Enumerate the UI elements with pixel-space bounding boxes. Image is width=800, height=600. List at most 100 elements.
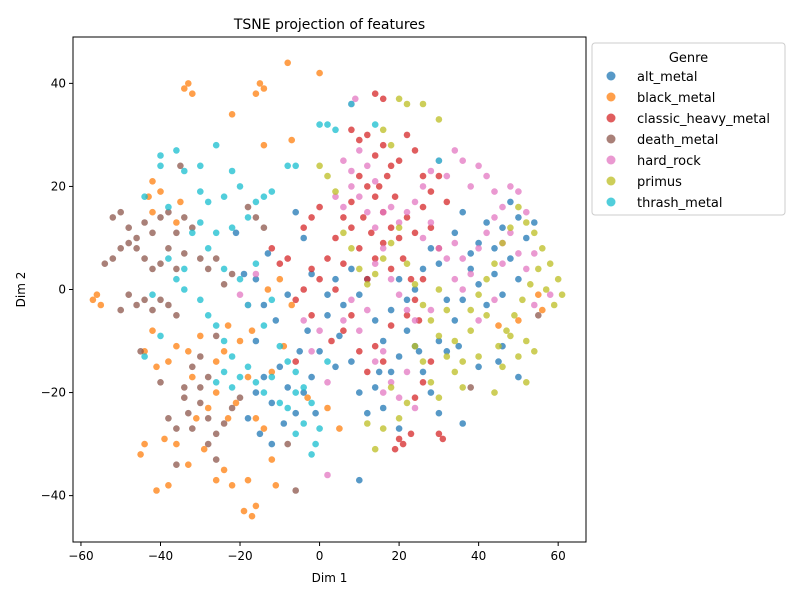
point-thrash_metal-29 — [197, 296, 204, 304]
point-hard_rock-26 — [483, 172, 490, 180]
point-hard_rock-62 — [395, 394, 403, 402]
point-thrash_metal-4 — [197, 162, 204, 170]
point-black_metal-3 — [256, 80, 264, 87]
point-alt_metal-63 — [411, 286, 419, 293]
point-death_metal-20 — [149, 265, 156, 273]
point-alt_metal-22 — [336, 332, 343, 340]
point-hard_rock-49 — [371, 260, 379, 268]
plot-frame — [72, 36, 587, 543]
point-classic_heavy_metal-51 — [364, 368, 371, 376]
point-thrash_metal-50 — [300, 420, 308, 427]
point-primus-26 — [419, 358, 427, 365]
point-hard_rock-68 — [300, 317, 308, 324]
point-classic_heavy_metal-70 — [360, 214, 367, 221]
legend-label-thrash_metal: thrash_metal — [637, 196, 723, 211]
series-primus — [316, 95, 566, 453]
point-classic_heavy_metal-14 — [371, 193, 379, 200]
point-classic_heavy_metal-1 — [379, 95, 387, 103]
point-primus-0 — [395, 95, 403, 103]
point-classic_heavy_metal-30 — [387, 224, 395, 231]
point-alt_metal-4 — [276, 363, 284, 371]
point-death_metal-2 — [125, 224, 132, 231]
point-classic_heavy_metal-73 — [383, 172, 391, 180]
point-black_metal-49 — [212, 389, 220, 396]
point-classic_heavy_metal-53 — [379, 358, 387, 365]
point-black_metal-10 — [288, 136, 296, 144]
x-tick-label-0: −60 — [68, 549, 93, 563]
point-classic_heavy_metal-43 — [364, 275, 371, 283]
point-classic_heavy_metal-7 — [387, 162, 395, 170]
point-classic_heavy_metal-50 — [356, 348, 363, 355]
point-thrash_metal-24 — [371, 121, 379, 128]
point-thrash_metal-48 — [312, 440, 319, 448]
point-alt_metal-50 — [300, 234, 308, 242]
point-primus-41 — [515, 203, 522, 211]
point-death_metal-12 — [204, 265, 212, 273]
point-black_metal-16 — [177, 198, 184, 206]
point-death_metal-9 — [181, 214, 188, 221]
point-hard_rock-72 — [324, 471, 331, 479]
point-death_metal-7 — [165, 208, 172, 216]
point-primus-54 — [503, 327, 510, 335]
point-classic_heavy_metal-18 — [324, 255, 331, 262]
point-death_metal-54 — [260, 224, 268, 231]
point-death_metal-22 — [165, 245, 172, 252]
point-alt_metal-1 — [252, 389, 260, 396]
point-alt_metal-19 — [252, 337, 260, 345]
point-hard_rock-24 — [467, 183, 475, 190]
point-thrash_metal-67 — [204, 245, 212, 252]
legend-label-classic_heavy_metal: classic_heavy_metal — [637, 112, 770, 127]
point-alt_metal-30 — [403, 327, 411, 335]
point-primus-57 — [523, 337, 530, 345]
point-alt_metal-42 — [499, 224, 506, 231]
point-classic_heavy_metal-23 — [284, 255, 292, 262]
point-thrash_metal-62 — [268, 296, 276, 304]
point-hard_rock-50 — [379, 245, 387, 252]
point-hard_rock-37 — [491, 214, 498, 221]
point-classic_heavy_metal-32 — [403, 214, 411, 221]
point-death_metal-33 — [181, 394, 188, 402]
point-primus-16 — [395, 224, 403, 231]
point-hard_rock-65 — [324, 379, 331, 386]
point-black_metal-14 — [149, 208, 156, 216]
point-hard_rock-52 — [395, 291, 403, 299]
point-death_metal-23 — [173, 265, 180, 273]
point-hard_rock-25 — [475, 162, 482, 170]
point-black_metal-15 — [173, 219, 180, 226]
point-hard_rock-8 — [356, 193, 363, 200]
point-alt_metal-80 — [232, 229, 240, 237]
point-death_metal-46 — [236, 394, 244, 402]
legend-marker-death_metal — [606, 134, 616, 144]
point-classic_heavy_metal-5 — [371, 152, 379, 159]
point-primus-4 — [379, 126, 387, 134]
point-thrash_metal-47 — [316, 425, 323, 432]
point-primus-25 — [411, 342, 419, 350]
point-hard_rock-76 — [491, 296, 498, 304]
point-black_metal-60 — [304, 394, 311, 402]
point-death_metal-30 — [157, 296, 164, 304]
y-tick-label-0: −40 — [41, 489, 66, 503]
point-death_metal-25 — [141, 296, 148, 304]
legend-marker-primus — [606, 176, 616, 186]
point-hard_rock-13 — [379, 208, 387, 216]
point-death_metal-61 — [535, 312, 542, 319]
point-black_metal-40 — [244, 476, 252, 484]
legend-label-black_metal: black_metal — [637, 91, 715, 106]
point-thrash_metal-63 — [292, 389, 300, 396]
point-classic_heavy_metal-56 — [391, 445, 399, 453]
point-hard_rock-14 — [387, 203, 395, 211]
point-death_metal-32 — [173, 312, 180, 319]
point-hard_rock-51 — [387, 275, 395, 283]
point-hard_rock-30 — [515, 188, 522, 195]
point-hard_rock-57 — [348, 296, 355, 304]
point-primus-29 — [403, 399, 411, 407]
point-alt_metal-45 — [523, 234, 530, 242]
point-black_metal-61 — [324, 404, 331, 412]
point-primus-64 — [443, 306, 451, 314]
point-thrash_metal-58 — [244, 301, 252, 309]
point-primus-44 — [539, 245, 546, 252]
point-black_metal-68 — [212, 476, 220, 484]
point-classic_heavy_metal-21 — [300, 286, 308, 293]
point-alt_metal-14 — [284, 291, 292, 299]
point-primus-32 — [379, 425, 387, 432]
